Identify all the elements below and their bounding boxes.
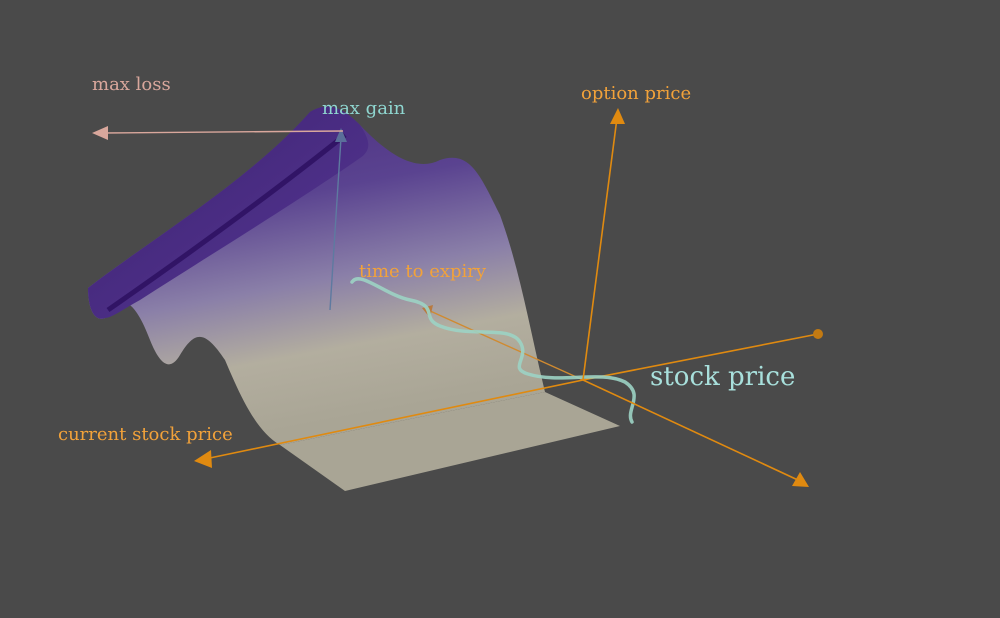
time-to-expiry-label: time to expiry [359,261,487,282]
max-gain-label: max gain [322,98,406,119]
surface-ridge-crease [106,133,347,313]
current-stock-price-axis [204,379,584,460]
stock-price-path [350,277,636,424]
max-gain-arrowhead [335,128,347,142]
option-price-surface [88,106,545,445]
time-to-expiry-axis [427,309,584,381]
max-loss-arrow [101,130,344,134]
option-price-arrowhead [610,108,625,124]
max-loss-arrowhead [92,126,108,140]
surface-floor [280,392,620,491]
option-price-axis [582,117,618,381]
stock-price-arrowhead [792,472,809,487]
current-stock-price-arrowhead [194,450,212,468]
max-gain-arrow [329,137,342,311]
option-price-label: option price [581,83,691,104]
current-stock-price-label: current stock price [58,424,233,445]
surface-ridge [88,106,369,319]
stock-price-axis-back [582,333,819,381]
stock-price-axis-end-cap [813,329,823,339]
max-loss-label: max loss [92,74,171,95]
stock-price-label: stock price [650,362,795,392]
stock-price-axis [582,379,801,482]
